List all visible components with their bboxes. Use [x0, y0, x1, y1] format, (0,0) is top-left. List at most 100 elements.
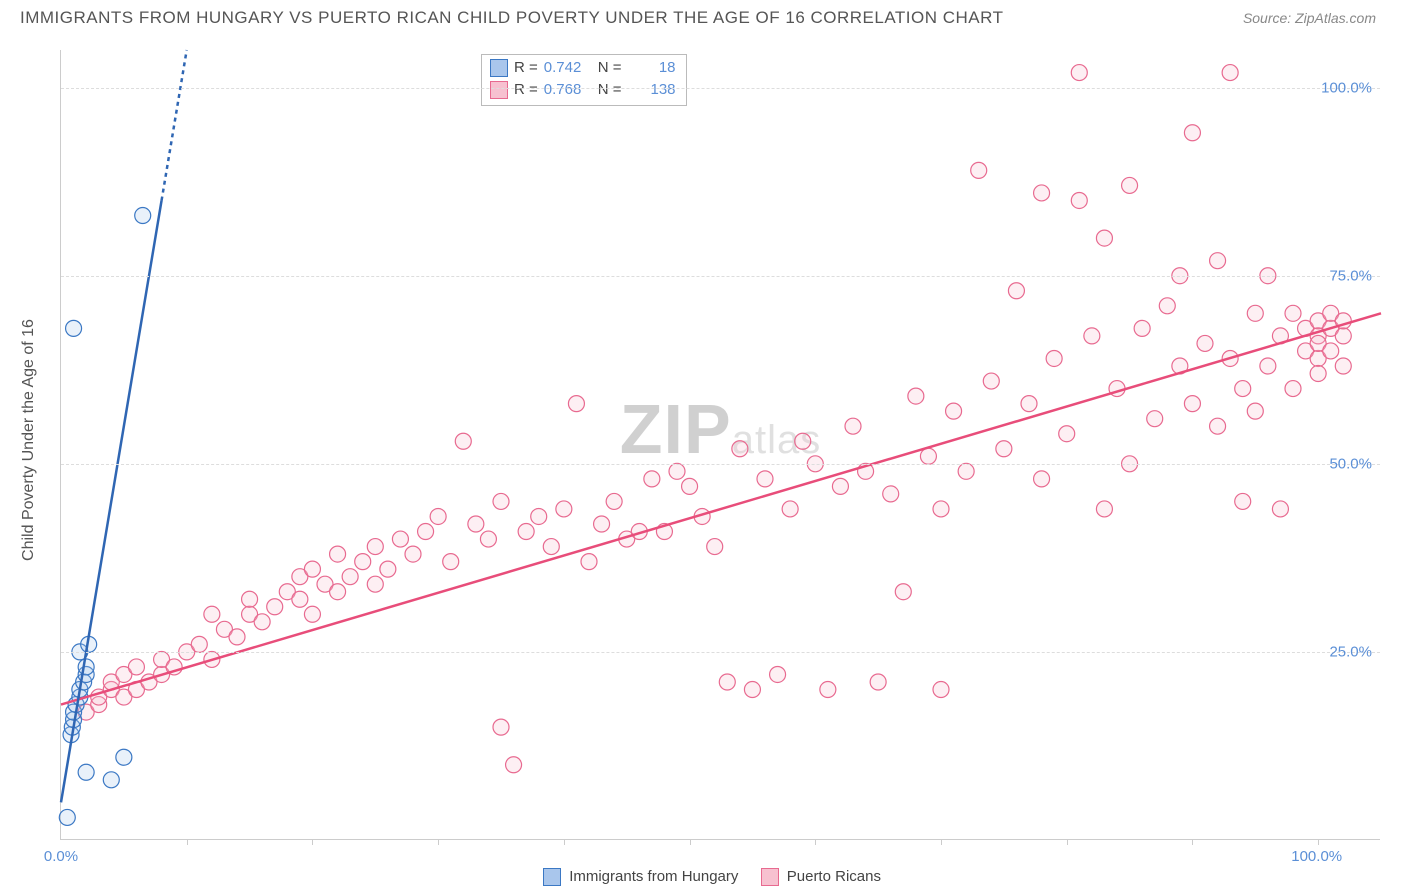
y-tick: 100.0% [1321, 79, 1372, 96]
data-point [1310, 366, 1326, 382]
trend-line [61, 200, 162, 802]
data-point [304, 606, 320, 622]
data-point [254, 614, 270, 630]
data-point [983, 373, 999, 389]
data-point [342, 569, 358, 585]
data-point [1084, 328, 1100, 344]
data-point [468, 516, 484, 532]
n-value-hungary: 18 [628, 57, 676, 79]
data-point [229, 629, 245, 645]
data-point [430, 508, 446, 524]
data-point [367, 539, 383, 555]
r-label: R = [514, 57, 538, 79]
chart-title: IMMIGRANTS FROM HUNGARY VS PUERTO RICAN … [20, 8, 1004, 28]
data-point [883, 486, 899, 502]
data-point [78, 764, 94, 780]
data-point [682, 478, 698, 494]
data-point [644, 471, 660, 487]
data-point [845, 418, 861, 434]
data-point [1285, 305, 1301, 321]
data-point [543, 539, 559, 555]
data-point [1008, 283, 1024, 299]
data-point [1272, 501, 1288, 517]
data-point [669, 463, 685, 479]
data-point [506, 757, 522, 773]
y-tick: 50.0% [1329, 455, 1372, 472]
swatch-hungary [490, 59, 508, 77]
data-point [820, 682, 836, 698]
n-value-pr: 138 [628, 79, 676, 101]
legend-label-pr: Puerto Ricans [787, 868, 881, 885]
data-point [1021, 396, 1037, 412]
data-point [1222, 65, 1238, 81]
data-point [707, 539, 723, 555]
data-point [1184, 125, 1200, 141]
data-point [493, 719, 509, 735]
r-label: R = [514, 79, 538, 101]
data-point [1210, 418, 1226, 434]
plot-svg [61, 50, 1380, 839]
legend-label-hungary: Immigrants from Hungary [569, 868, 738, 885]
data-point [933, 682, 949, 698]
y-tick: 25.0% [1329, 643, 1372, 660]
data-point [1260, 358, 1276, 374]
data-point [568, 396, 584, 412]
data-point [191, 636, 207, 652]
data-point [367, 576, 383, 592]
data-point [405, 546, 421, 562]
data-point [480, 531, 496, 547]
y-tick: 75.0% [1329, 267, 1372, 284]
data-point [380, 561, 396, 577]
data-point [242, 591, 258, 607]
data-point [719, 674, 735, 690]
data-point [1096, 230, 1112, 246]
data-point [757, 471, 773, 487]
swatch-pr [490, 81, 508, 99]
data-point [1197, 335, 1213, 351]
data-point [1134, 320, 1150, 336]
data-point [204, 606, 220, 622]
data-point [292, 591, 308, 607]
data-point [581, 554, 597, 570]
data-point [1046, 350, 1062, 366]
data-point [1071, 65, 1087, 81]
data-point [128, 659, 144, 675]
data-point [1184, 396, 1200, 412]
data-point [1071, 192, 1087, 208]
source-attribution: Source: ZipAtlas.com [1243, 10, 1376, 26]
data-point [267, 599, 283, 615]
data-point [59, 809, 75, 825]
data-point [996, 441, 1012, 457]
data-point [103, 772, 119, 788]
data-point [744, 682, 760, 698]
data-point [1235, 381, 1251, 397]
data-point [1122, 177, 1138, 193]
data-point [1247, 305, 1263, 321]
r-value-hungary: 0.742 [544, 57, 592, 79]
data-point [933, 501, 949, 517]
data-point [946, 403, 962, 419]
data-point [135, 208, 151, 224]
data-point [531, 508, 547, 524]
y-axis-label: Child Poverty Under the Age of 16 [20, 319, 38, 561]
data-point [1285, 381, 1301, 397]
series-legend: Immigrants from Hungary Puerto Ricans [0, 868, 1406, 886]
trend-line [162, 50, 187, 200]
data-point [732, 441, 748, 457]
data-point [455, 433, 471, 449]
data-point [958, 463, 974, 479]
r-value-pr: 0.768 [544, 79, 592, 101]
data-point [1034, 185, 1050, 201]
data-point [782, 501, 798, 517]
data-point [330, 584, 346, 600]
n-label: N = [598, 79, 622, 101]
data-point [392, 531, 408, 547]
data-point [355, 554, 371, 570]
data-point [870, 674, 886, 690]
legend-swatch-hungary [543, 868, 561, 886]
data-point [493, 493, 509, 509]
data-point [418, 524, 434, 540]
data-point [1247, 403, 1263, 419]
data-point [66, 320, 82, 336]
data-point [556, 501, 572, 517]
